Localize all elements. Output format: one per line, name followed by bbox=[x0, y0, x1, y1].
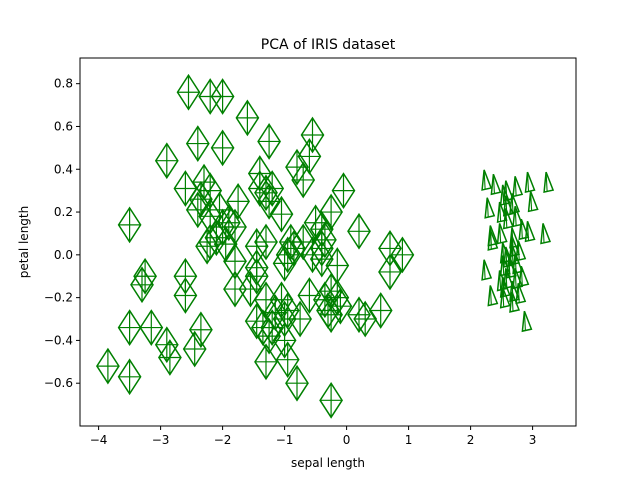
diamond-marker bbox=[291, 161, 316, 199]
triangle-marker bbox=[518, 218, 530, 241]
diamond-marker bbox=[130, 266, 154, 304]
triangle-marker bbox=[515, 283, 527, 305]
diamond-marker bbox=[244, 257, 269, 295]
x-tick-label: −4 bbox=[90, 433, 108, 447]
triangle-marker bbox=[487, 285, 499, 307]
diamond-marker bbox=[158, 339, 182, 376]
x-tick-label: −3 bbox=[152, 433, 170, 447]
diamond-marker bbox=[272, 322, 297, 359]
y-tick-label: 0.4 bbox=[54, 162, 73, 176]
y-tick-label: −0.4 bbox=[44, 333, 73, 347]
y-tick-label: 0.8 bbox=[54, 77, 73, 91]
diamond-marker bbox=[254, 223, 278, 261]
triangle-marker bbox=[502, 208, 514, 230]
triangle-marker bbox=[502, 268, 514, 290]
y-axis-ticks: −0.6 −0.4 −0.2 0.0 0.2 0.4 0.6 0.8 bbox=[44, 77, 80, 390]
triangle-marker bbox=[496, 223, 508, 245]
triangle-marker bbox=[481, 169, 493, 191]
diamond-marker bbox=[275, 341, 300, 379]
triangle-marker bbox=[481, 259, 493, 281]
x-tick-label: 3 bbox=[529, 433, 537, 447]
triangle-marker bbox=[515, 240, 527, 262]
diamond-marker bbox=[133, 257, 157, 295]
diamond-marker bbox=[319, 296, 343, 334]
triangle-marker bbox=[496, 201, 508, 224]
triangle-marker bbox=[524, 171, 536, 194]
triangle-marker bbox=[509, 291, 521, 313]
x-tick-label: −1 bbox=[276, 433, 294, 447]
diamond-marker bbox=[96, 347, 120, 385]
diamond-marker bbox=[257, 123, 281, 160]
y-tick-label: −0.2 bbox=[44, 291, 73, 305]
triangle-marker bbox=[490, 173, 502, 196]
triangle-marker bbox=[484, 197, 496, 219]
diamond-marker bbox=[154, 142, 179, 180]
diamond-marker bbox=[347, 212, 371, 250]
triangle-marker bbox=[487, 229, 499, 251]
triangle-marker bbox=[512, 206, 524, 228]
y-tick-label: 0.0 bbox=[54, 248, 73, 262]
diamond-marker bbox=[260, 309, 285, 346]
triangle-marker bbox=[521, 310, 533, 333]
triangle-marker bbox=[524, 221, 536, 243]
diamond-marker bbox=[176, 73, 201, 111]
x-axis-label: sepal length bbox=[291, 456, 365, 470]
diamond-marker bbox=[210, 129, 235, 167]
diamond-marker bbox=[275, 236, 300, 274]
triangle-marker bbox=[499, 287, 511, 309]
plot-area bbox=[79, 57, 577, 427]
diamond-marker bbox=[238, 270, 263, 308]
y-tick-label: 0.6 bbox=[54, 119, 73, 133]
x-tick-label: 0 bbox=[343, 433, 351, 447]
x-axis-ticks: −4 −3 −2 −1 0 1 2 3 bbox=[90, 426, 537, 447]
x-tick-label: 2 bbox=[467, 433, 475, 447]
triangle-marker bbox=[518, 265, 530, 288]
diamond-marker bbox=[185, 191, 210, 229]
diamond-marker bbox=[173, 277, 198, 314]
chart-title: PCA of IRIS dataset bbox=[261, 37, 396, 53]
diamond-marker bbox=[195, 227, 219, 265]
diamond-marker bbox=[300, 236, 325, 274]
diamond-marker bbox=[139, 309, 164, 346]
diamond-marker bbox=[309, 240, 334, 278]
diamond-marker bbox=[390, 236, 415, 274]
diamond-marker bbox=[182, 330, 207, 368]
y-tick-label: 0.2 bbox=[54, 205, 73, 219]
x-tick-label: 1 bbox=[405, 433, 413, 447]
diamond-marker bbox=[285, 364, 309, 402]
triangle-marker bbox=[506, 257, 517, 279]
diamond-marker bbox=[185, 125, 210, 162]
diamond-marker bbox=[235, 99, 260, 137]
diamond-marker bbox=[254, 343, 278, 381]
diamond-marker bbox=[269, 195, 294, 233]
diamond-marker bbox=[300, 116, 325, 154]
diamond-marker bbox=[117, 358, 142, 396]
diamond-marker bbox=[285, 148, 309, 186]
diamond-marker bbox=[226, 182, 250, 220]
diamond-marker bbox=[272, 245, 297, 282]
diamond-marker bbox=[210, 78, 235, 115]
diamond-marker bbox=[319, 381, 343, 419]
triangle-marker bbox=[540, 223, 552, 245]
diamond-marker bbox=[117, 206, 142, 244]
x-tick-label: −2 bbox=[214, 433, 232, 447]
y-axis-label: petal length bbox=[17, 206, 31, 278]
diamond-marker bbox=[368, 292, 393, 329]
diamond-marker bbox=[313, 221, 337, 259]
diamond-marker bbox=[117, 309, 142, 346]
triangle-marker bbox=[512, 176, 524, 198]
markers-group bbox=[96, 73, 555, 419]
diamond-marker bbox=[257, 182, 281, 220]
diamond-marker bbox=[331, 172, 356, 210]
triangle-marker bbox=[527, 191, 539, 213]
triangle-marker bbox=[543, 171, 555, 194]
diamond-marker bbox=[378, 253, 402, 291]
diamond-marker bbox=[353, 300, 378, 338]
y-tick-label: −0.6 bbox=[44, 376, 73, 390]
